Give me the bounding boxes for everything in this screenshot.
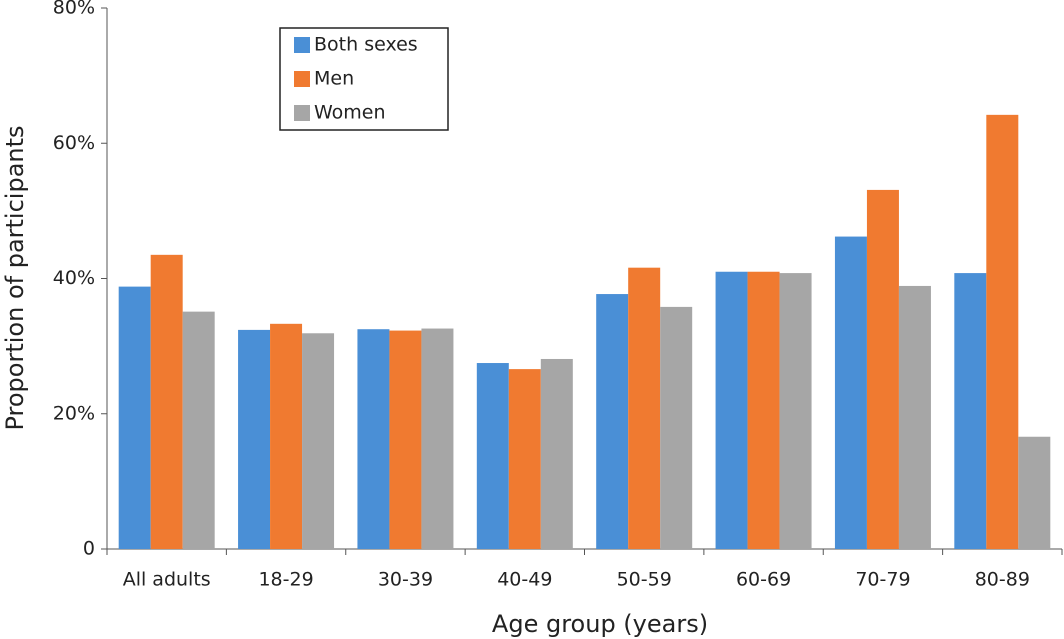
bar (540, 358, 573, 549)
bar (954, 273, 987, 549)
bar (747, 271, 780, 549)
legend-label: Men (314, 68, 354, 90)
x-tick-label: All adults (123, 569, 211, 591)
bar (118, 286, 151, 549)
y-tick-label: 20% (53, 402, 95, 424)
y-tick-label: 60% (53, 132, 95, 154)
x-tick-label: 30-39 (378, 569, 433, 591)
legend-label: Both sexes (314, 34, 418, 56)
bar (150, 254, 183, 550)
x-tick-label: 40-49 (497, 569, 552, 591)
bar (421, 328, 454, 549)
bar (866, 189, 899, 549)
y-tick-label: 80% (53, 0, 95, 19)
y-tick-label: 0 (83, 538, 95, 560)
legend-swatch (294, 37, 310, 53)
legend-label: Women (314, 102, 386, 124)
legend-swatch (294, 71, 310, 87)
x-axis-title: Age group (years) (492, 610, 708, 638)
bar (270, 323, 303, 549)
bar (476, 363, 509, 549)
legend-swatch (294, 105, 310, 121)
bar (834, 236, 867, 549)
y-tick-label: 40% (53, 267, 95, 289)
x-tick-label: 70-79 (855, 569, 910, 591)
bar (986, 114, 1019, 549)
x-tick-label: 50-59 (617, 569, 672, 591)
bar (715, 271, 748, 549)
bar (508, 369, 541, 549)
bar (596, 294, 629, 549)
bar (898, 285, 931, 549)
x-tick-label: 18-29 (258, 569, 313, 591)
bar (1018, 436, 1051, 549)
x-tick-label: 80-89 (975, 569, 1030, 591)
bar (302, 333, 335, 549)
y-axis-title: Proportion of participants (1, 125, 29, 430)
bar (779, 273, 812, 549)
x-tick-label: 60-69 (736, 569, 791, 591)
bar (660, 306, 693, 549)
bar (238, 329, 271, 549)
bar (389, 330, 422, 549)
bar (357, 329, 390, 549)
bar (182, 311, 215, 549)
bar (628, 267, 661, 549)
